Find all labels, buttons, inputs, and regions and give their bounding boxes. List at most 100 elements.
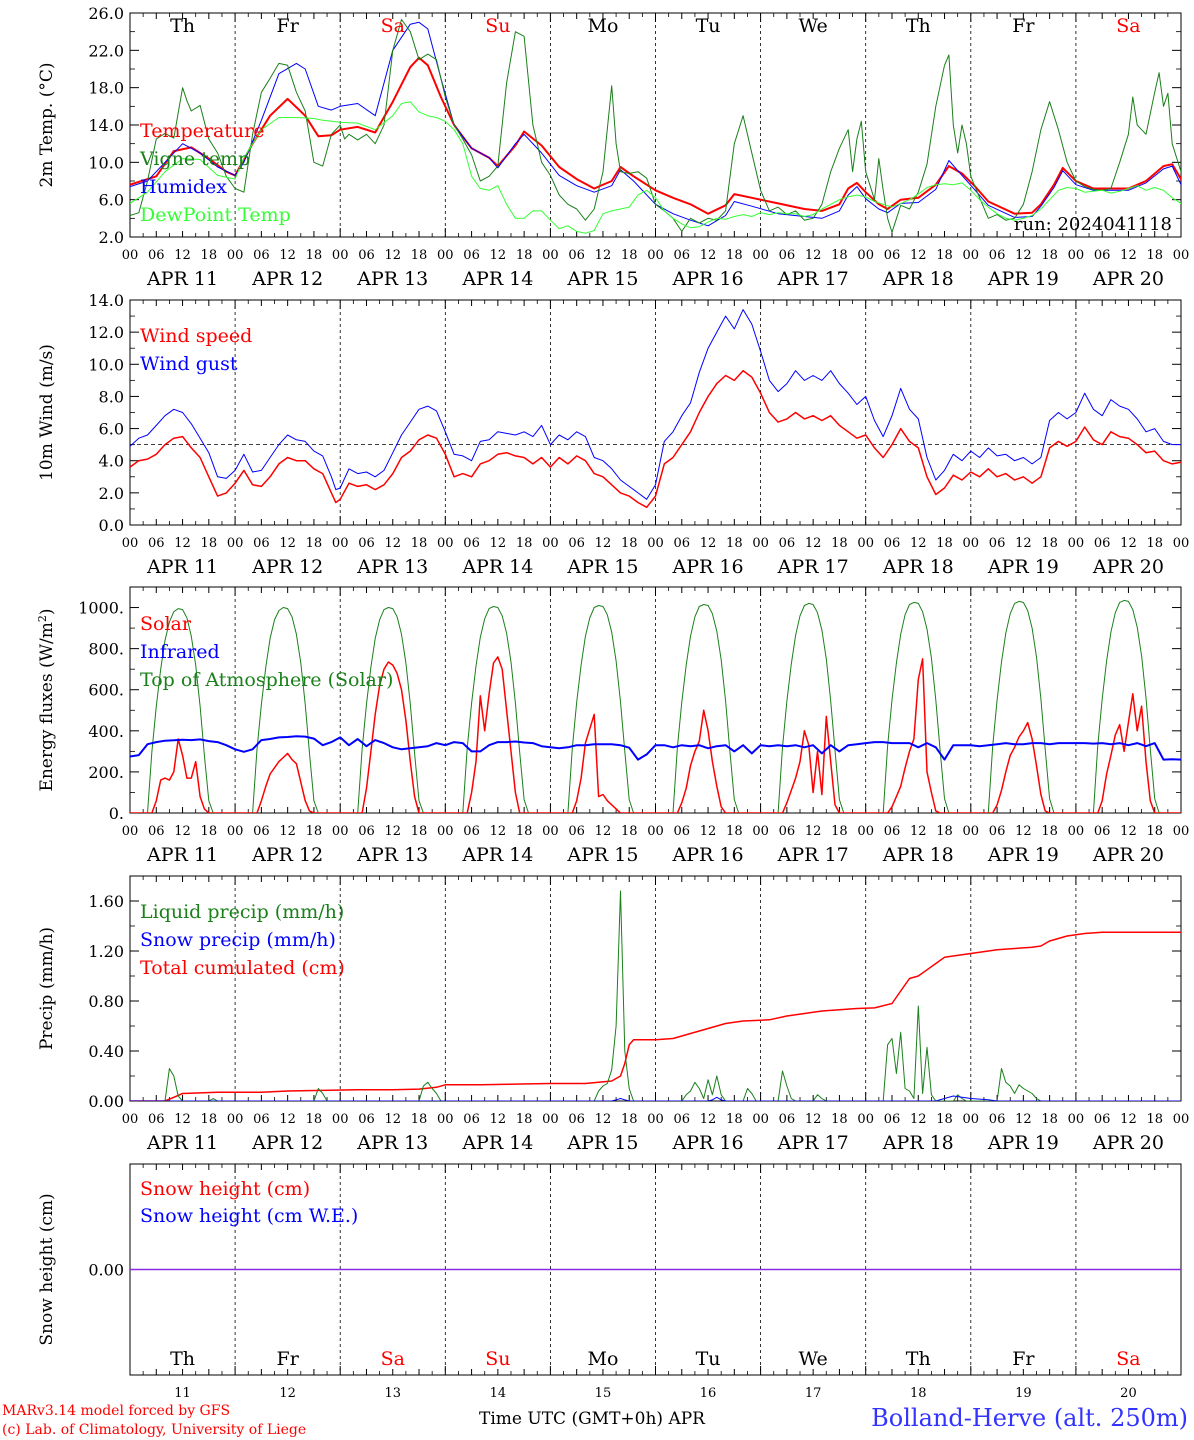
date-label: APR 18 bbox=[882, 844, 954, 866]
weekday-label: Fr bbox=[277, 15, 300, 37]
hour-tick-label: 06 bbox=[674, 824, 691, 839]
hour-tick-label: 00 bbox=[647, 824, 664, 839]
hour-tick-label: 12 bbox=[910, 824, 927, 839]
series-line-vigne-temp bbox=[130, 19, 1181, 233]
day-number-label: 17 bbox=[805, 1386, 822, 1401]
y-tick-label: 600. bbox=[88, 681, 124, 700]
station-name: Bolland-Herve (alt. 250m) bbox=[871, 1404, 1188, 1432]
hour-tick-label: 00 bbox=[647, 1112, 664, 1127]
date-label: APR 13 bbox=[356, 556, 428, 578]
hour-tick-label: 18 bbox=[411, 824, 428, 839]
y-tick-label: 0.00 bbox=[88, 1092, 124, 1111]
hour-tick-label: 12 bbox=[490, 824, 507, 839]
day-number-label: 14 bbox=[490, 1386, 507, 1401]
hour-tick-label: 18 bbox=[621, 536, 638, 551]
y-tick-label: 0. bbox=[109, 804, 124, 823]
hour-tick-label: 18 bbox=[1041, 536, 1058, 551]
legend-entry: DewPoint Temp bbox=[140, 204, 291, 226]
date-label: APR 14 bbox=[461, 268, 533, 290]
hour-tick-label: 00 bbox=[647, 536, 664, 551]
legend-entry: Top of Atmosphere (Solar) bbox=[140, 669, 393, 691]
date-label: APR 19 bbox=[987, 556, 1059, 578]
legend-entry: Wind speed bbox=[140, 325, 252, 347]
hour-tick-label: 18 bbox=[936, 536, 953, 551]
y-tick-label: 0.80 bbox=[88, 992, 124, 1011]
weekday-label: Fr bbox=[1012, 15, 1035, 37]
hour-tick-label: 00 bbox=[1068, 824, 1085, 839]
hour-tick-label: 12 bbox=[700, 248, 717, 263]
hour-tick-label: 00 bbox=[227, 248, 244, 263]
date-label: APR 11 bbox=[146, 268, 218, 290]
hour-tick-label: 00 bbox=[1173, 1112, 1190, 1127]
hour-tick-label: 18 bbox=[306, 536, 323, 551]
hour-tick-label: 12 bbox=[805, 824, 822, 839]
date-label: APR 20 bbox=[1092, 556, 1164, 578]
date-label: APR 11 bbox=[146, 556, 218, 578]
date-label: APR 12 bbox=[251, 844, 323, 866]
hour-tick-label: 18 bbox=[1146, 1112, 1163, 1127]
hour-tick-label: 00 bbox=[437, 1112, 454, 1127]
legend-entry: Snow height (cm) bbox=[140, 1178, 310, 1200]
date-label: APR 13 bbox=[356, 844, 428, 866]
hour-tick-label: 06 bbox=[148, 1112, 165, 1127]
weekday-label: Su bbox=[485, 15, 510, 37]
weekday-label: Mo bbox=[587, 1348, 618, 1370]
hour-tick-label: 18 bbox=[411, 536, 428, 551]
y-axis-title: Snow height (cm) bbox=[37, 1193, 57, 1345]
hour-tick-label: 06 bbox=[568, 1112, 585, 1127]
hour-tick-label: 12 bbox=[384, 824, 401, 839]
hour-tick-label: 12 bbox=[700, 824, 717, 839]
hour-tick-label: 18 bbox=[726, 536, 743, 551]
date-label: APR 19 bbox=[987, 1132, 1059, 1154]
hour-tick-label: 18 bbox=[516, 1112, 533, 1127]
hour-tick-label: 18 bbox=[831, 536, 848, 551]
day-number-label: 15 bbox=[595, 1386, 612, 1401]
date-label: APR 12 bbox=[251, 556, 323, 578]
hour-tick-label: 00 bbox=[857, 248, 874, 263]
y-tick-label: 400. bbox=[88, 722, 124, 741]
hour-tick-label: 12 bbox=[1015, 824, 1032, 839]
hour-tick-label: 18 bbox=[201, 824, 218, 839]
hour-tick-label: 12 bbox=[1015, 1112, 1032, 1127]
hour-tick-label: 00 bbox=[963, 1112, 980, 1127]
y-tick-label: 1000. bbox=[78, 599, 124, 618]
hour-tick-label: 00 bbox=[1173, 824, 1190, 839]
legend-entry: Snow precip (mm/h) bbox=[140, 929, 336, 951]
series-line-top-of-atmosphere-solar- bbox=[130, 599, 1181, 813]
hour-tick-label: 12 bbox=[595, 1112, 612, 1127]
hour-tick-label: 00 bbox=[963, 248, 980, 263]
hour-tick-label: 00 bbox=[437, 248, 454, 263]
date-label: APR 16 bbox=[672, 844, 744, 866]
hour-tick-label: 18 bbox=[306, 1112, 323, 1127]
legend-entry: Snow height (cm W.E.) bbox=[140, 1205, 358, 1227]
hour-tick-label: 00 bbox=[963, 824, 980, 839]
hour-tick-label: 00 bbox=[1173, 536, 1190, 551]
hour-tick-label: 06 bbox=[1094, 1112, 1111, 1127]
day-number-label: 12 bbox=[279, 1386, 296, 1401]
y-axis-title: Energy fluxes (W/m2) bbox=[36, 608, 58, 791]
panel-5: 0.00 Snow height (cm) Snow height (cm) Snow… bbox=[37, 1163, 1182, 1401]
hour-tick-label: 06 bbox=[463, 1112, 480, 1127]
hour-tick-label: 06 bbox=[989, 536, 1006, 551]
weekday-label: Fr bbox=[1012, 1348, 1035, 1370]
hour-tick-label: 12 bbox=[805, 536, 822, 551]
hour-tick-label: 18 bbox=[516, 248, 533, 263]
hour-tick-label: 18 bbox=[516, 824, 533, 839]
series-group bbox=[130, 309, 1181, 509]
series-line-temperature bbox=[130, 56, 1181, 215]
hour-tick-label: 12 bbox=[174, 824, 191, 839]
hour-tick-label: 12 bbox=[910, 536, 927, 551]
hour-tick-label: 00 bbox=[332, 248, 349, 263]
hour-tick-label: 18 bbox=[936, 1112, 953, 1127]
date-label: APR 11 bbox=[146, 844, 218, 866]
series-line-total-cumulated-cm- bbox=[130, 931, 1181, 1101]
hour-tick-label: 18 bbox=[411, 1112, 428, 1127]
lab-credit: (c) Lab. of Climatology, University of L… bbox=[2, 1422, 306, 1438]
day-number-label: 11 bbox=[174, 1386, 191, 1401]
hour-tick-label: 12 bbox=[490, 248, 507, 263]
hour-tick-label: 00 bbox=[1068, 536, 1085, 551]
hour-tick-label: 00 bbox=[332, 1112, 349, 1127]
hour-tick-label: 06 bbox=[674, 1112, 691, 1127]
hour-tick-label: 00 bbox=[227, 824, 244, 839]
hour-tick-label: 18 bbox=[411, 248, 428, 263]
